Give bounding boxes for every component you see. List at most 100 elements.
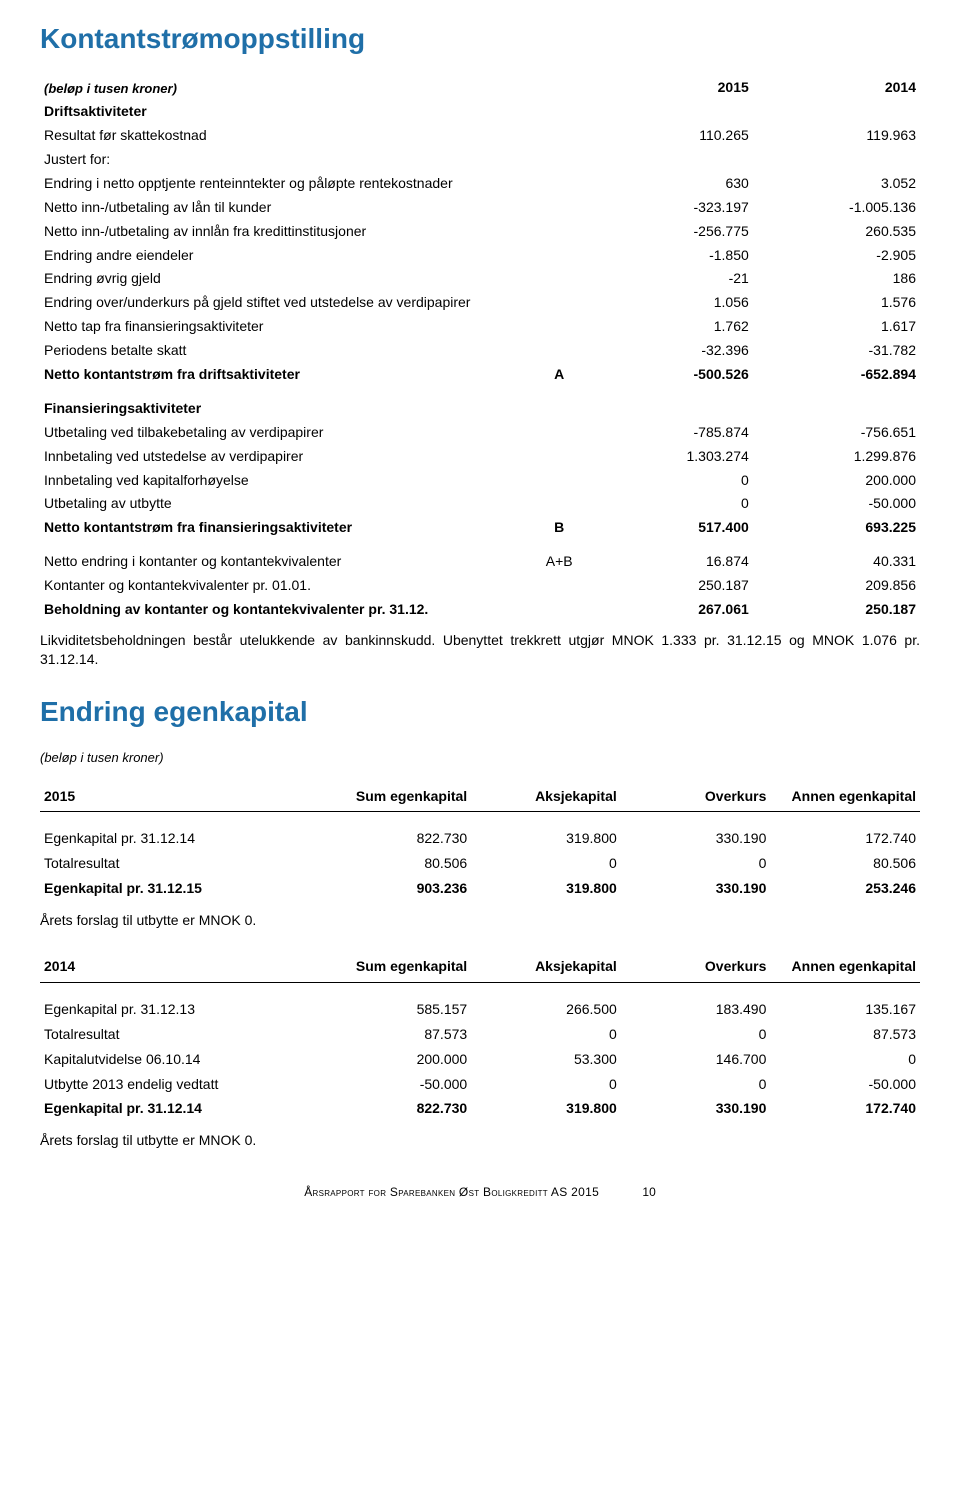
row-label: Endring over/underkurs på gjeld stiftet … (40, 291, 533, 315)
equity-row-value: 585.157 (322, 997, 472, 1022)
equity-row-value: 172.740 (770, 1096, 920, 1121)
row-value: 1.617 (753, 315, 920, 339)
summary-value: 209.856 (753, 574, 920, 598)
cashflow-table: (beløp i tusen kroner) 2015 2014 Driftsa… (40, 76, 920, 622)
row-label: Netto inn-/utbetaling av lån til kunder (40, 195, 533, 219)
row-tag (533, 219, 586, 243)
row-value: 1.762 (586, 315, 753, 339)
equity-col-header: Sum egenkapital (322, 943, 472, 982)
total-value: 517.400 (586, 516, 753, 540)
equity-row-value: 903.236 (322, 876, 472, 901)
equity-row-label: Kapitalutvidelse 06.10.14 (40, 1047, 322, 1072)
row-value: 630 (586, 171, 753, 195)
row-value: -256.775 (586, 219, 753, 243)
equity-row-value: 80.506 (322, 851, 472, 876)
equity-row-value: 319.800 (471, 876, 621, 901)
equity-col-header: Overkurs (621, 773, 771, 812)
equity-row-value: 822.730 (322, 1096, 472, 1121)
row-label: Utbetaling av utbytte (40, 492, 533, 516)
equity-row-value: 330.190 (621, 876, 771, 901)
row-tag (533, 492, 586, 516)
equity-year: 2015 (40, 773, 322, 812)
equity-row-value: 822.730 (322, 826, 472, 851)
row-value: -1.005.136 (753, 195, 920, 219)
row-value: -2.905 (753, 243, 920, 267)
equity-row-value: 53.300 (471, 1047, 621, 1072)
row-label: Endring andre eiendeler (40, 243, 533, 267)
equity-row-label: Egenkapital pr. 31.12.15 (40, 876, 322, 901)
row-tag (533, 267, 586, 291)
equity-table: 2014Sum egenkapitalAksjekapitalOverkursA… (40, 943, 920, 1121)
row-value: -1.850 (586, 243, 753, 267)
year-col-1: 2015 (586, 76, 753, 100)
row-label: Innbetaling ved utstedelse av verdipapir… (40, 444, 533, 468)
summary-tag: A+B (533, 550, 586, 574)
row-label: Netto tap fra finansieringsaktiviteter (40, 315, 533, 339)
equity-row-value: 135.167 (770, 997, 920, 1022)
equity-row-value: 0 (471, 1072, 621, 1097)
equity-row-value: -50.000 (770, 1072, 920, 1097)
row-tag (533, 195, 586, 219)
equity-row-label: Totalresultat (40, 851, 322, 876)
equity-year: 2014 (40, 943, 322, 982)
group-head: Driftsaktiviteter (40, 100, 533, 124)
equity-row-value: 0 (621, 851, 771, 876)
summary-label: Netto endring i kontanter og kontantekvi… (40, 550, 533, 574)
row-label: Utbetaling ved tilbakebetaling av verdip… (40, 420, 533, 444)
equity-unit-note: (beløp i tusen kroner) (40, 749, 920, 767)
row-value: 0 (586, 468, 753, 492)
row-value: 1.303.274 (586, 444, 753, 468)
row-tag (533, 420, 586, 444)
equity-col-header: Annen egenkapital (770, 943, 920, 982)
equity-row-label: Utbytte 2013 endelig vedtatt (40, 1072, 322, 1097)
row-label: Justert for: (40, 147, 533, 171)
equity-row-value: 330.190 (621, 826, 771, 851)
total-label: Netto kontantstrøm fra finansieringsakti… (40, 516, 533, 540)
cashflow-title: Kontantstrømoppstilling (40, 20, 920, 58)
equity-row-label: Egenkapital pr. 31.12.14 (40, 826, 322, 851)
row-label: Innbetaling ved kapitalforhøyelse (40, 468, 533, 492)
row-value: 186 (753, 267, 920, 291)
row-value: -32.396 (586, 339, 753, 363)
total-label: Netto kontantstrøm fra driftsaktiviteter (40, 362, 533, 386)
row-label: Endring øvrig gjeld (40, 267, 533, 291)
cashflow-note: Likviditetsbeholdningen består utelukken… (40, 631, 920, 669)
equity-title: Endring egenkapital (40, 693, 920, 731)
row-value: -785.874 (586, 420, 753, 444)
row-tag (533, 124, 586, 148)
row-value (753, 147, 920, 171)
equity-col-header: Aksjekapital (471, 943, 621, 982)
row-value: 1.299.876 (753, 444, 920, 468)
summary-tag (533, 598, 586, 622)
row-value: 119.963 (753, 124, 920, 148)
row-tag (533, 291, 586, 315)
row-label: Resultat før skattekostnad (40, 124, 533, 148)
footer-page: 10 (642, 1184, 655, 1200)
row-tag (533, 339, 586, 363)
summary-tag (533, 574, 586, 598)
row-value: 3.052 (753, 171, 920, 195)
equity-col-header: Sum egenkapital (322, 773, 472, 812)
summary-label: Kontanter og kontantekvivalenter pr. 01.… (40, 574, 533, 598)
row-value (586, 147, 753, 171)
footer-text: Årsrapport for Sparebanken Øst Boligkred… (304, 1185, 599, 1199)
equity-row-value: 0 (621, 1022, 771, 1047)
equity-row-value: 80.506 (770, 851, 920, 876)
equity-row-value: 0 (471, 851, 621, 876)
equity-row-value: 172.740 (770, 826, 920, 851)
row-value: 1.056 (586, 291, 753, 315)
equity-row-value: 87.573 (322, 1022, 472, 1047)
equity-row-value: -50.000 (322, 1072, 472, 1097)
row-tag (533, 444, 586, 468)
total-tag: B (533, 516, 586, 540)
equity-row-value: 319.800 (471, 1096, 621, 1121)
total-value: -500.526 (586, 362, 753, 386)
summary-value: 267.061 (586, 598, 753, 622)
equity-row-value: 319.800 (471, 826, 621, 851)
equity-row-value: 0 (770, 1047, 920, 1072)
equity-col-header: Overkurs (621, 943, 771, 982)
total-value: -652.894 (753, 362, 920, 386)
summary-label: Beholdning av kontanter og kontantekviva… (40, 598, 533, 622)
group-head: Finansieringsaktiviteter (40, 396, 533, 420)
row-tag (533, 468, 586, 492)
